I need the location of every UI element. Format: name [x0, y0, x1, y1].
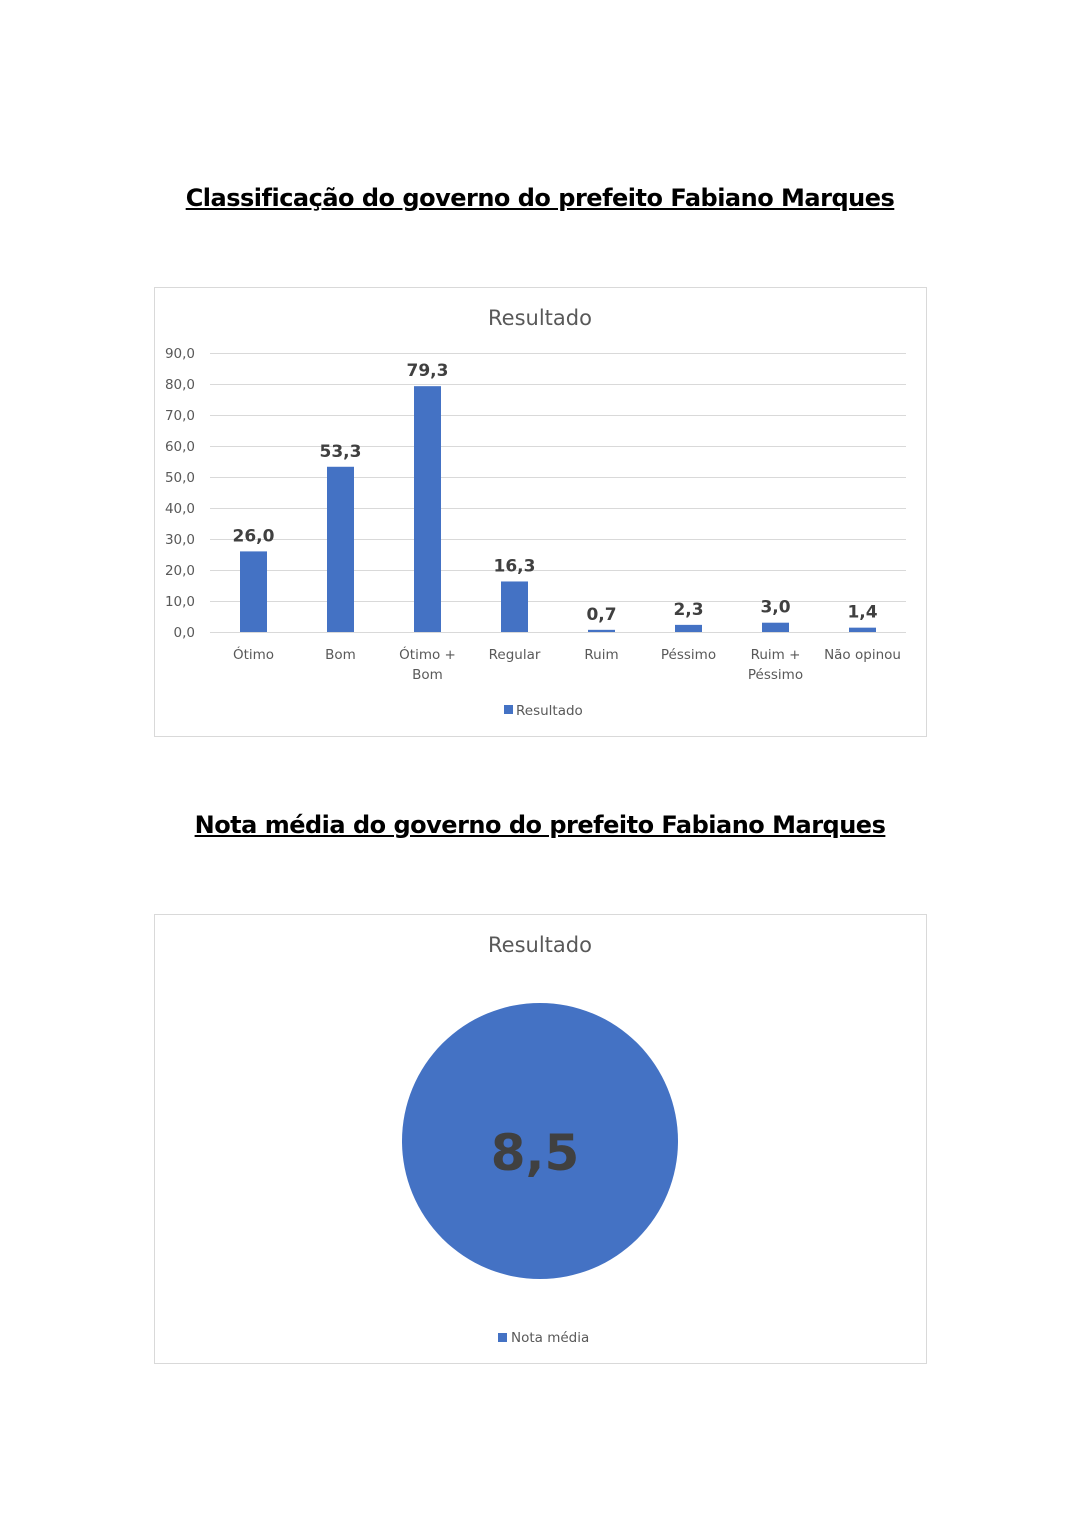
- bar-data-label: 79,3: [407, 361, 449, 381]
- bar-5: [675, 624, 702, 632]
- bar-4: [588, 629, 615, 632]
- bar-0: [240, 551, 267, 632]
- bar-data-label: 2,3: [673, 600, 703, 620]
- y-tick-label: 90,0: [165, 346, 195, 362]
- bar-legend-label: Resultado: [516, 703, 583, 719]
- bar-data-label: 26,0: [233, 526, 275, 546]
- pie-slice-nota-media: [402, 1003, 678, 1279]
- bar-data-label: 16,3: [494, 556, 536, 576]
- bar-7: [849, 627, 876, 632]
- bar-3: [501, 581, 528, 632]
- x-tick-label: Ótimo: [233, 645, 274, 663]
- bar-data-label: 53,3: [320, 442, 362, 462]
- y-tick-label: 40,0: [165, 501, 195, 517]
- x-tick-label: Ótimo + Bom: [399, 645, 456, 683]
- bar-6: [762, 622, 789, 632]
- x-tick-label: Péssimo: [661, 647, 716, 663]
- y-tick-label: 60,0: [165, 439, 195, 455]
- bar-section-heading: Classificação do governo do prefeito Fab…: [185, 184, 895, 212]
- bar-legend-swatch: [504, 705, 513, 714]
- bar-chart-title: Resultado: [488, 306, 592, 330]
- bar-2: [414, 386, 441, 632]
- x-tick-label: Ruim: [584, 647, 618, 663]
- y-tick-label: 10,0: [165, 594, 195, 610]
- pie-chart-title: Resultado: [488, 933, 592, 957]
- pie-legend-swatch: [498, 1333, 507, 1342]
- x-tick-label: Ruim + Péssimo: [748, 647, 803, 683]
- y-tick-label: 80,0: [165, 377, 195, 393]
- pie-section-heading: Nota média do governo do prefeito Fabian…: [194, 811, 886, 839]
- y-tick-label: 70,0: [165, 408, 195, 424]
- bar-1: [327, 466, 354, 632]
- pie-legend-label: Nota média: [511, 1330, 589, 1346]
- y-tick-label: 0,0: [174, 625, 195, 641]
- x-tick-label: Regular: [489, 647, 541, 663]
- bar-chart-frame: [154, 287, 927, 737]
- bar-data-label: 3,0: [760, 598, 790, 618]
- bar-data-label: 1,4: [847, 603, 877, 623]
- y-tick-label: 20,0: [165, 563, 195, 579]
- x-tick-label: Não opinou: [824, 647, 901, 663]
- pie-data-label: 8,5: [491, 1124, 580, 1182]
- y-tick-label: 50,0: [165, 470, 195, 486]
- x-tick-label: Bom: [325, 647, 356, 663]
- bar-data-label: 0,7: [586, 605, 616, 625]
- y-tick-label: 30,0: [165, 532, 195, 548]
